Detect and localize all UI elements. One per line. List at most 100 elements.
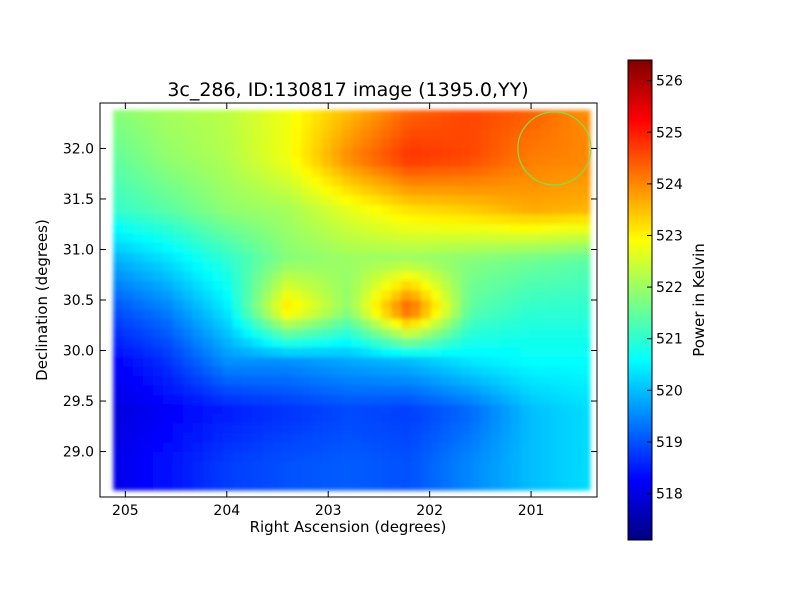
heatmap-cell bbox=[381, 356, 392, 368]
heatmap-cell bbox=[470, 318, 482, 330]
heatmap-cell bbox=[162, 224, 174, 235]
heatmap-cell bbox=[182, 404, 194, 415]
heatmap-cell bbox=[401, 300, 412, 311]
heatmap-cell bbox=[301, 233, 313, 244]
heatmap-cell bbox=[222, 309, 233, 320]
heatmap-cell bbox=[282, 318, 293, 330]
heatmap-cell bbox=[242, 432, 253, 444]
heatmap-cell bbox=[371, 167, 382, 178]
heatmap-cell bbox=[172, 157, 184, 168]
heatmap-cell bbox=[510, 119, 521, 130]
heatmap-cell bbox=[202, 262, 214, 273]
heatmap-cell bbox=[162, 318, 174, 330]
heatmap-cell bbox=[500, 129, 512, 140]
heatmap-cell bbox=[381, 413, 392, 425]
heatmap-cell bbox=[490, 423, 502, 434]
heatmap-cell bbox=[421, 262, 432, 273]
heatmap-cell bbox=[510, 290, 521, 301]
heatmap-cell bbox=[321, 394, 333, 406]
heatmap-cell bbox=[142, 167, 154, 178]
heatmap-cell bbox=[351, 356, 363, 368]
heatmap-cell bbox=[113, 205, 124, 216]
heatmap-cell bbox=[510, 413, 521, 425]
heatmap-cell bbox=[272, 404, 283, 415]
heatmap-cell bbox=[480, 205, 492, 216]
heatmap-cell bbox=[411, 480, 422, 491]
heatmap-cell bbox=[222, 281, 233, 292]
heatmap-cell bbox=[262, 366, 273, 377]
heatmap-cell bbox=[361, 347, 372, 358]
heatmap-cell bbox=[391, 318, 402, 330]
heatmap-cell bbox=[162, 186, 174, 197]
heatmap-cell bbox=[391, 176, 402, 187]
heatmap-cell bbox=[510, 394, 521, 406]
heatmap-cell bbox=[550, 110, 561, 121]
heatmap-cell bbox=[301, 404, 313, 415]
heatmap-cell bbox=[460, 119, 472, 130]
heatmap-cell bbox=[262, 129, 273, 140]
heatmap-cell bbox=[282, 366, 293, 377]
heatmap-cell bbox=[133, 148, 144, 159]
heatmap-cell bbox=[530, 300, 541, 311]
heatmap-cell bbox=[391, 262, 402, 273]
heatmap-cell bbox=[222, 119, 233, 130]
heatmap-cell bbox=[381, 404, 392, 415]
heatmap-cell bbox=[431, 461, 442, 472]
heatmap-cell bbox=[470, 432, 482, 444]
heatmap-cell bbox=[242, 214, 253, 225]
heatmap-cell bbox=[500, 300, 512, 311]
heatmap-cell bbox=[291, 252, 303, 263]
heatmap-cell bbox=[172, 110, 184, 121]
heatmap-cell bbox=[480, 195, 492, 206]
heatmap-cell bbox=[381, 432, 392, 444]
heatmap-cell bbox=[421, 252, 432, 263]
heatmap-cell bbox=[311, 347, 323, 358]
heatmap-cell bbox=[351, 252, 363, 263]
heatmap-cell bbox=[341, 385, 353, 396]
heatmap-cell bbox=[341, 205, 353, 216]
heatmap-cell bbox=[232, 290, 243, 301]
heatmap-cell bbox=[540, 451, 551, 463]
heatmap-cell bbox=[550, 186, 561, 197]
heatmap-cell bbox=[242, 243, 253, 254]
heatmap-cell bbox=[540, 290, 551, 301]
heatmap-cell bbox=[182, 167, 194, 178]
heatmap-cell bbox=[540, 157, 551, 168]
heatmap-cell bbox=[152, 318, 164, 330]
heatmap-cell bbox=[361, 375, 372, 387]
heatmap-cell bbox=[510, 167, 521, 178]
heatmap-cell bbox=[192, 290, 204, 301]
heatmap-cell bbox=[232, 195, 243, 206]
heatmap-cell bbox=[321, 347, 333, 358]
heatmap-cell bbox=[560, 290, 571, 301]
heatmap-cell bbox=[282, 309, 293, 320]
heatmap-cell bbox=[550, 451, 561, 463]
heatmap-cell bbox=[480, 148, 492, 159]
heatmap-cell bbox=[460, 413, 472, 425]
heatmap-cell bbox=[133, 129, 144, 140]
heatmap-cell bbox=[321, 442, 333, 453]
heatmap-cell bbox=[421, 394, 432, 406]
heatmap-cell bbox=[291, 461, 303, 472]
heatmap-cell bbox=[440, 432, 452, 444]
heatmap-cell bbox=[490, 148, 502, 159]
heatmap-cell bbox=[252, 243, 263, 254]
heatmap-cell bbox=[331, 214, 343, 225]
heatmap-cell bbox=[142, 318, 154, 330]
heatmap-cell bbox=[560, 451, 571, 463]
heatmap-cell bbox=[242, 337, 253, 349]
heatmap-cell bbox=[202, 337, 214, 349]
heatmap-cell bbox=[560, 110, 571, 121]
heatmap-cell bbox=[162, 347, 174, 358]
heatmap-cell bbox=[460, 186, 472, 197]
heatmap-cell bbox=[311, 233, 323, 244]
heatmap-cell bbox=[113, 385, 124, 396]
heatmap-cell bbox=[341, 224, 353, 235]
heatmap-cell bbox=[570, 385, 581, 396]
heatmap-cell bbox=[371, 271, 382, 282]
colorbar-tick-label: 518 bbox=[656, 487, 683, 503]
heatmap-cell bbox=[510, 442, 521, 453]
heatmap-cell bbox=[351, 318, 363, 330]
heatmap-cell bbox=[341, 167, 353, 178]
heatmap-cell bbox=[500, 271, 512, 282]
